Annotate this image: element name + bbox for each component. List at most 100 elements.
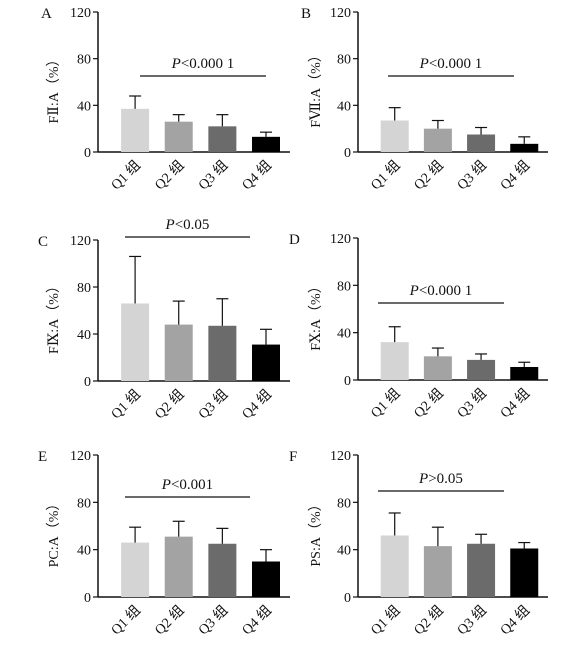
significance-label: P<0.05	[165, 217, 210, 233]
y-axis-label: PC:A（%）	[46, 497, 62, 568]
p-value: <0.000 1	[181, 56, 234, 72]
x-tick-label: Q4 组	[239, 158, 275, 194]
x-tick-label: Q2 组	[411, 603, 447, 639]
y-tick-label: 120	[330, 232, 351, 247]
x-tick-label: Q3 组	[195, 158, 231, 194]
y-axis-label: PS:A（%）	[308, 497, 324, 566]
chart-panel-c: C 0 40 80 120 FⅨ:A（%） Q1 组 Q2 组 Q3 组 Q4 组 P<0.05	[38, 217, 290, 422]
bar-1	[121, 542, 150, 597]
significance-label: P<0.000 1	[409, 283, 473, 299]
x-tick-label: Q4 组	[497, 158, 533, 194]
bar-3	[208, 325, 237, 381]
y-tick-label: 80	[77, 496, 91, 511]
x-tick-label: Q2 组	[152, 158, 188, 194]
x-tick-label: Q4 组	[497, 603, 533, 639]
y-tick-label: 120	[330, 6, 351, 21]
bar-2	[164, 536, 193, 597]
bar-1	[121, 303, 150, 381]
panel-letter: F	[289, 449, 297, 465]
x-tick-label: Q2 组	[411, 386, 447, 422]
x-tick-label: Q4 组	[239, 387, 275, 423]
y-tick-label: 40	[77, 328, 91, 343]
y-tick-label: 120	[330, 449, 351, 464]
y-tick-label: 40	[77, 544, 91, 559]
bar-3	[208, 126, 237, 152]
bar-2	[164, 324, 193, 381]
x-tick-label: Q3 组	[195, 603, 231, 639]
bar-4	[252, 136, 280, 152]
bar-1	[380, 342, 409, 380]
chart-panel-b: B 0 40 80 120 FⅦ:A（%） Q1 组 Q2 组 Q3 组 Q4 组 P<0.000 …	[301, 6, 548, 193]
chart-panel-a: A 0 40 80 120 FⅡ:A（%） Q1 组 Q2 组 Q3 组 Q4 组 P<0.000 …	[41, 6, 290, 193]
bar-4	[252, 344, 280, 381]
y-tick-label: 80	[337, 496, 351, 511]
panel-letter: A	[41, 6, 52, 22]
panel-letter: C	[38, 234, 48, 250]
y-tick-label: 80	[77, 53, 91, 68]
x-tick-label: Q1 组	[108, 603, 144, 639]
x-tick-label: Q1 组	[368, 386, 404, 422]
significance-label: P<0.000 1	[171, 56, 235, 72]
x-tick-label: Q4 组	[497, 386, 533, 422]
panel-letter: D	[289, 232, 300, 248]
y-axis-label: FⅨ:A（%）	[46, 279, 62, 354]
y-tick-label: 40	[77, 99, 91, 114]
bar-4	[510, 366, 539, 380]
bar-2	[423, 128, 452, 152]
x-tick-label: Q3 组	[454, 158, 490, 194]
bar-1	[380, 535, 409, 597]
y-tick-label: 0	[344, 374, 351, 389]
bar-4	[510, 143, 539, 152]
x-tick-label: Q1 组	[368, 158, 404, 194]
significance-label: P<0.001	[161, 477, 213, 493]
y-tick-label: 0	[84, 146, 91, 161]
x-tick-label: Q2 组	[152, 603, 188, 639]
y-tick-label: 80	[337, 53, 351, 68]
y-tick-label: 40	[337, 544, 351, 559]
p-value: <0.05	[175, 217, 210, 233]
bar-3	[467, 543, 496, 597]
p-value: <0.001	[171, 477, 213, 493]
x-tick-label: Q1 组	[108, 387, 144, 423]
x-tick-label: Q3 组	[195, 387, 231, 423]
panel-letter: B	[301, 6, 311, 22]
x-tick-label: Q1 组	[108, 158, 144, 194]
x-tick-label: Q3 组	[454, 386, 490, 422]
chart-panel-e: E 0 40 80 120 PC:A（%） Q1 组 Q2 组 Q3 组 Q4 组 P<0.001	[38, 449, 290, 638]
y-tick-label: 80	[77, 281, 91, 296]
p-symbol: P	[418, 471, 428, 487]
x-tick-label: Q2 组	[411, 158, 447, 194]
bar-3	[467, 134, 496, 152]
y-axis-label: FⅡ:A（%）	[46, 53, 62, 124]
x-tick-label: Q1 组	[368, 603, 404, 639]
y-tick-label: 120	[70, 449, 91, 464]
p-symbol: P	[171, 56, 181, 72]
chart-panel-f: F 0 40 80 120 PS:A（%） Q1 组 Q2 组 Q3 组 Q4 组 P>0.05	[289, 449, 548, 638]
chart-panel-d: D 0 40 80 120 FⅩ:A（%） Q1 组 Q2 组 Q3 组 Q4 组 P<0.000 …	[289, 232, 548, 421]
y-axis-label: FⅦ:A（%）	[308, 48, 324, 128]
x-tick-label: Q2 组	[152, 387, 188, 423]
y-tick-label: 0	[344, 591, 351, 606]
bar-4	[510, 548, 539, 597]
significance-label: P<0.000 1	[419, 56, 483, 72]
y-tick-label: 80	[337, 279, 351, 294]
y-tick-label: 0	[344, 146, 351, 161]
p-value: <0.000 1	[429, 56, 482, 72]
panel-letter: E	[38, 449, 47, 465]
y-tick-label: 120	[70, 234, 91, 249]
y-tick-label: 40	[337, 99, 351, 114]
bar-2	[423, 546, 452, 597]
y-axis-label: FⅩ:A（%）	[308, 279, 324, 350]
y-tick-label: 0	[84, 591, 91, 606]
p-symbol: P	[165, 217, 175, 233]
bar-3	[208, 543, 237, 597]
p-symbol: P	[419, 56, 429, 72]
p-symbol: P	[409, 283, 419, 299]
p-symbol: P	[161, 477, 171, 493]
bar-4	[252, 561, 280, 597]
p-value: <0.000 1	[419, 283, 472, 299]
y-tick-label: 40	[337, 327, 351, 342]
y-tick-label: 0	[84, 375, 91, 390]
